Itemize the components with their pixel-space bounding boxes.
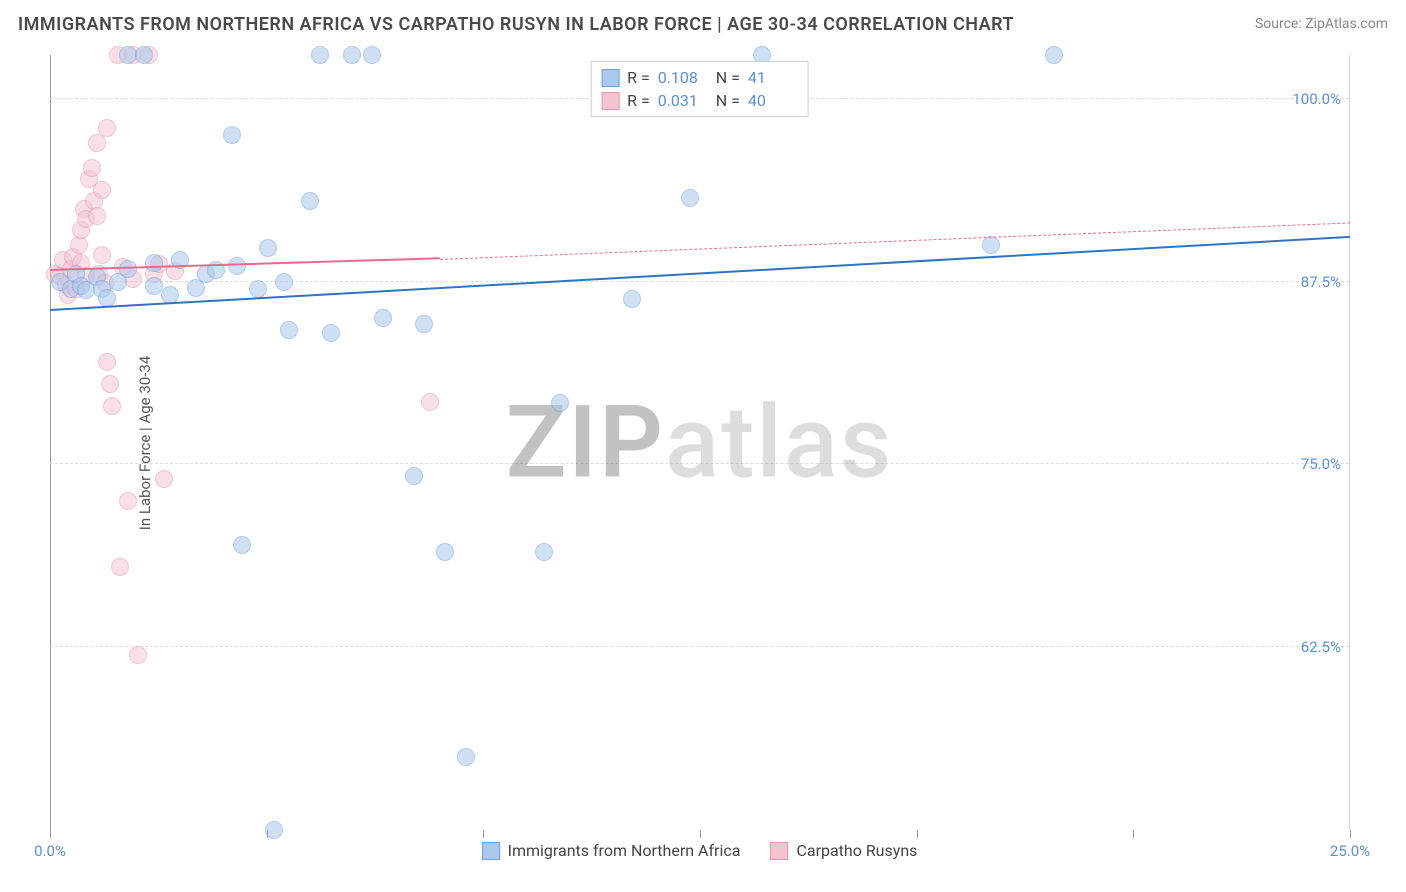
scatter-point (119, 492, 137, 510)
scatter-point (681, 189, 699, 207)
xtick (267, 830, 268, 838)
scatter-point (228, 257, 246, 275)
scatter-point (135, 46, 153, 64)
legend-r-label: R = (627, 68, 650, 87)
plot-area: In Labor Force | Age 30-34 62.5% 75.0% 87.… (50, 55, 1350, 830)
scatter-point (436, 543, 454, 561)
scatter-point (405, 467, 423, 485)
legend-label-pink: Carpatho Rusyns (796, 841, 917, 860)
y-axis-line (50, 55, 51, 830)
scatter-point (982, 236, 1000, 254)
legend-n-value-blue: 41 (748, 68, 798, 87)
legend-r-value-blue: 0.108 (658, 68, 708, 87)
legend-r-label: R = (627, 91, 650, 110)
scatter-point (155, 470, 173, 488)
legend-r-value-pink: 0.031 (658, 91, 708, 110)
scatter-point (280, 321, 298, 339)
legend-item-blue: Immigrants from Northern Africa (482, 841, 741, 860)
legend-swatch-pink (601, 92, 619, 110)
scatter-point (129, 646, 147, 664)
scatter-point (343, 46, 361, 64)
scatter-point (535, 543, 553, 561)
legend-n-label: N = (716, 68, 740, 87)
scatter-point (415, 315, 433, 333)
scatter-point (457, 748, 475, 766)
scatter-point (421, 393, 439, 411)
scatter-point (88, 207, 106, 225)
scatter-point (145, 254, 163, 272)
gridline (50, 463, 1349, 464)
scatter-point (322, 324, 340, 342)
scatter-point (374, 309, 392, 327)
source-attribution: Source: ZipAtlas.com (1255, 16, 1388, 32)
scatter-point (363, 46, 381, 64)
chart-title: IMMIGRANTS FROM NORTHERN AFRICA VS CARPA… (18, 14, 1014, 35)
scatter-point (311, 46, 329, 64)
xtick-label: 0.0% (34, 842, 66, 860)
scatter-point (623, 290, 641, 308)
scatter-point (93, 246, 111, 264)
legend-swatch-pink-icon (770, 842, 788, 860)
scatter-point (98, 353, 116, 371)
scatter-point (93, 181, 111, 199)
scatter-point (98, 289, 116, 307)
ytick-label: 75.0% (1301, 455, 1341, 473)
ytick-label: 100.0% (1292, 90, 1341, 108)
gridline (50, 281, 1349, 282)
scatter-point (301, 192, 319, 210)
xtick (1133, 830, 1134, 838)
scatter-point (98, 119, 116, 137)
legend-n-value-pink: 40 (748, 91, 798, 110)
xtick (1350, 830, 1351, 838)
xtick (917, 830, 918, 838)
legend-row-pink: R = 0.031 N = 40 (601, 89, 798, 112)
legend-label-blue: Immigrants from Northern Africa (508, 841, 741, 860)
ytick-label: 87.5% (1301, 273, 1341, 291)
scatter-point (101, 375, 119, 393)
gridline (50, 646, 1349, 647)
xtick (483, 830, 484, 838)
legend-swatch-blue (601, 69, 619, 87)
scatter-point (223, 126, 241, 144)
scatter-point (103, 397, 121, 415)
trend-line (50, 236, 1350, 311)
trend-line-dashed (440, 222, 1350, 260)
xtick-label: 25.0% (1330, 842, 1370, 860)
legend-row-blue: R = 0.108 N = 41 (601, 66, 798, 89)
y-axis-label: In Labor Force | Age 30-34 (136, 355, 154, 529)
legend-item-pink: Carpatho Rusyns (770, 841, 917, 860)
xtick (700, 830, 701, 838)
scatter-point (275, 273, 293, 291)
legend-series: Immigrants from Northern Africa Carpatho… (482, 841, 918, 860)
legend-swatch-blue-icon (482, 842, 500, 860)
legend-correlation-box: R = 0.108 N = 41 R = 0.031 N = 40 (590, 61, 809, 117)
ytick-label: 62.5% (1301, 638, 1341, 656)
scatter-point (1045, 46, 1063, 64)
scatter-point (83, 159, 101, 177)
scatter-point (551, 394, 569, 412)
scatter-point (259, 239, 277, 257)
scatter-point (233, 536, 251, 554)
xtick (50, 830, 51, 838)
legend-n-label: N = (716, 91, 740, 110)
scatter-point (249, 280, 267, 298)
scatter-point (111, 558, 129, 576)
